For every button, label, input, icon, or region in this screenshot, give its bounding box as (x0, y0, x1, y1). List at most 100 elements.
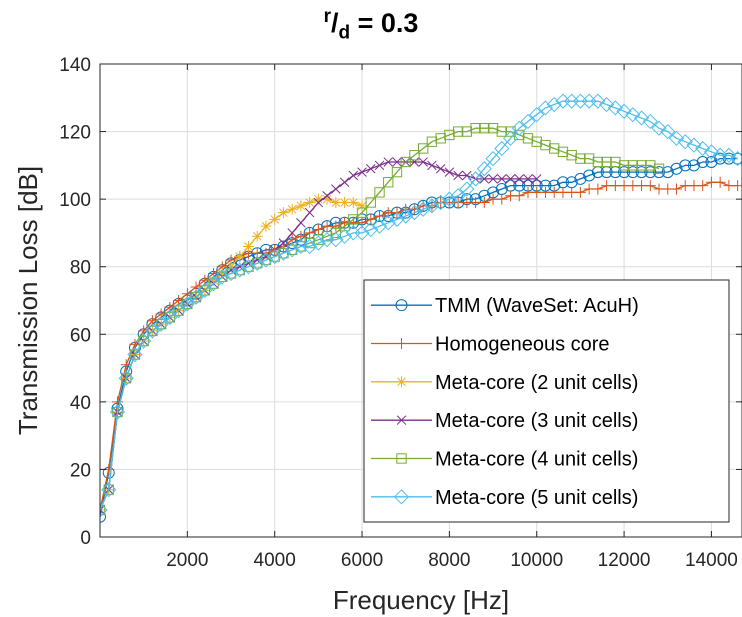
data-point-marker (583, 169, 596, 182)
y-tick-label: 60 (70, 325, 91, 346)
data-point-marker (433, 194, 449, 211)
data-point-marker (644, 180, 656, 192)
data-point-marker (599, 96, 615, 113)
data-point-marker (618, 166, 631, 179)
data-point-marker (642, 113, 658, 130)
legend-item-5: Meta-core (4 unit cells) (371, 449, 638, 471)
data-point-marker (396, 453, 407, 464)
data-point-marker (468, 171, 484, 187)
data-point-marker (205, 276, 222, 292)
axes-box (99, 63, 742, 538)
data-point-marker (549, 143, 560, 154)
data-point-marker (162, 309, 178, 325)
title-superscript: r (323, 6, 331, 27)
data-point-marker (644, 166, 657, 179)
y-tick-label: 40 (70, 393, 91, 414)
data-point-marker (610, 156, 621, 168)
data-point-marker (234, 251, 246, 263)
legend-label: Meta-core (3 unit cells) (435, 410, 638, 432)
data-point-marker (120, 359, 132, 371)
data-point-marker (645, 160, 656, 171)
data-point-marker (505, 174, 516, 184)
data-point-marker (322, 191, 332, 201)
data-point-marker (356, 207, 368, 218)
data-point-marker (275, 245, 292, 261)
data-point-marker (173, 305, 184, 316)
data-point-marker (100, 510, 106, 523)
data-point-marker (278, 238, 289, 248)
data-point-marker (374, 187, 385, 198)
legend-item-3: Meta-core (2 unit cells) (371, 372, 638, 394)
data-point-marker (635, 166, 648, 179)
data-point-marker (470, 123, 481, 134)
y-tick-label: 120 (59, 123, 91, 144)
data-point-marker (730, 151, 742, 167)
data-point-marker (182, 298, 193, 310)
legend-label: Meta-core (2 unit cells) (435, 372, 638, 394)
data-point-marker (339, 220, 350, 232)
data-point-marker (452, 126, 464, 137)
data-point-marker (138, 335, 149, 347)
title-slash: / (330, 8, 339, 38)
data-point-marker (732, 180, 742, 192)
data-point-marker (668, 130, 685, 146)
data-point-marker (714, 176, 726, 188)
y-axis-label: Transmission Loss [dB] (13, 166, 43, 435)
data-point-marker (287, 228, 297, 238)
data-point-marker (312, 224, 324, 236)
data-point-marker (441, 191, 457, 207)
legend-item-6: Meta-core (5 unit cells) (371, 487, 638, 509)
data-point-marker (670, 162, 683, 175)
data-point-marker (383, 157, 393, 167)
data-point-marker (478, 197, 490, 209)
data-point-marker (190, 291, 202, 303)
data-point-marker (286, 203, 298, 215)
data-point-marker (129, 349, 141, 360)
data-point-marker (575, 153, 586, 164)
data-point-marker (249, 255, 265, 271)
data-point-marker (418, 157, 428, 167)
data-point-marker (557, 146, 569, 158)
data-point-marker (101, 482, 117, 498)
legend: TMM (WaveSet: AcuH) Homogeneous core Meta-… (363, 279, 730, 523)
data-point-marker (660, 123, 676, 140)
data-point-marker (601, 156, 612, 168)
data-point-marker (396, 376, 407, 388)
x-tick-label: 14000 (685, 550, 738, 571)
data-point-marker (208, 274, 220, 286)
data-point-marker (304, 197, 316, 209)
data-point-marker (531, 174, 542, 184)
legend-item-4: Meta-core (3 unit cells) (371, 410, 638, 432)
legend-item-1: TMM (WaveSet: AcuH) (371, 295, 639, 317)
legend-label: Meta-core (4 unit cells) (435, 449, 638, 471)
data-point-marker (365, 197, 376, 208)
data-point-marker (179, 296, 195, 312)
data-point-marker (513, 190, 525, 202)
data-point-marker (450, 188, 466, 204)
data-point-marker (354, 225, 370, 241)
data-point-marker (331, 184, 341, 194)
y-tick-label: 100 (59, 190, 91, 211)
data-point-marker (188, 289, 204, 305)
data-point-marker (304, 207, 315, 218)
data-point-marker (348, 214, 359, 225)
data-point-marker (313, 197, 324, 208)
data-point-marker (625, 107, 641, 123)
data-point-marker (546, 96, 562, 113)
data-point-marker (721, 147, 737, 163)
series-line (100, 100, 738, 511)
series-6 (100, 93, 742, 518)
data-point-marker (661, 166, 674, 179)
chart-title: r/d = 0.3 (0, 6, 742, 44)
data-point-marker (415, 201, 431, 217)
data-point-marker (100, 502, 108, 518)
legend-item-2: Homogeneous core (371, 334, 610, 356)
legend-label: Meta-core (5 unit cells) (435, 487, 638, 509)
data-point-marker (348, 170, 359, 181)
data-point-marker (400, 156, 411, 168)
data-point-marker (418, 143, 429, 154)
data-point-marker (296, 218, 306, 228)
data-point-marker (269, 213, 281, 225)
data-point-marker (232, 262, 248, 278)
